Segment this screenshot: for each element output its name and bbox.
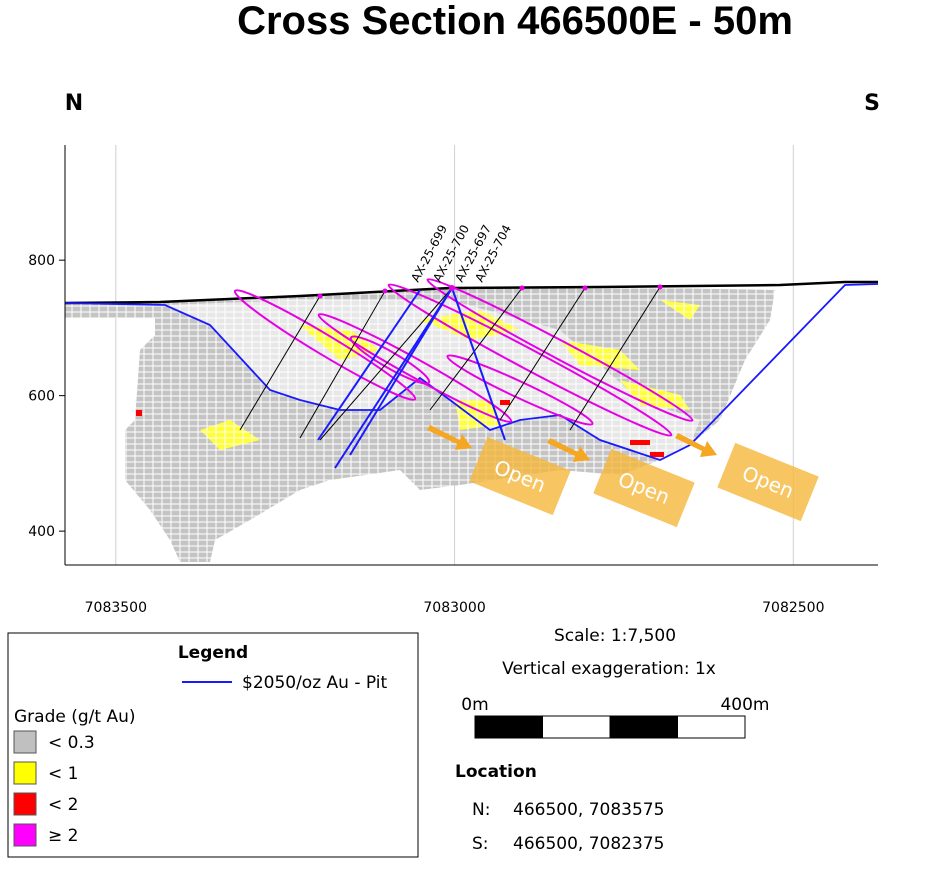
legend-pit: $2050/oz Au - Pit — [242, 673, 387, 693]
legend-swatch — [13, 823, 37, 847]
target-ellipses — [233, 278, 694, 437]
pit-outline — [64, 283, 879, 461]
legend-swatch — [13, 792, 37, 816]
legend-label: < 2 — [48, 795, 78, 815]
direction-s: S — [864, 91, 880, 116]
location-label: S: — [472, 834, 489, 854]
x-tick-label: 7083500 — [85, 600, 147, 616]
section-plot: Open Open Open AX-25-699AX-25-700AX-25-697… — [28, 145, 879, 616]
location-value: 466500, 7083575 — [513, 800, 664, 820]
x-tick-label: 7083000 — [423, 600, 485, 616]
title: Cross Section 466500E - 50m — [237, 0, 793, 43]
legend-label: ≥ 2 — [48, 826, 78, 846]
scale-end: 400m — [720, 695, 769, 715]
open-box: Open — [469, 436, 571, 516]
y-tick-label: 800 — [28, 253, 55, 269]
y-tick-label: 400 — [28, 524, 55, 540]
collars — [317, 284, 663, 299]
open-rect — [469, 436, 571, 516]
open-arrows — [427, 425, 717, 462]
open-box: Open — [593, 448, 695, 528]
location-title: Location — [455, 762, 537, 782]
legend-swatch — [13, 761, 37, 785]
topography — [64, 280, 878, 305]
direction-n: N — [65, 91, 83, 116]
legend-box — [7, 632, 419, 858]
open-rect — [593, 448, 695, 528]
open-box: Open — [717, 442, 819, 522]
drill-traces — [239, 286, 661, 441]
legend-label: < 1 — [48, 764, 78, 784]
legend-label: < 0.3 — [48, 733, 95, 753]
open-rect — [717, 442, 819, 522]
location-label: N: — [472, 800, 490, 820]
grade-patches — [200, 300, 700, 450]
scale-text: Scale: 1:7,500 — [554, 626, 676, 646]
x-tick-label: 7082500 — [762, 600, 824, 616]
legend-title: Legend — [178, 643, 248, 663]
legend-grade-title: Grade (g/t Au) — [14, 707, 136, 727]
scale-start: 0m — [461, 695, 488, 715]
exaggeration: Vertical exaggeration: 1x — [502, 659, 716, 679]
location-value: 466500, 7082375 — [513, 834, 664, 854]
y-tick-label: 600 — [28, 389, 55, 405]
drill-holes — [317, 287, 506, 469]
scale-bar — [474, 715, 746, 739]
legend-swatch — [13, 730, 37, 754]
